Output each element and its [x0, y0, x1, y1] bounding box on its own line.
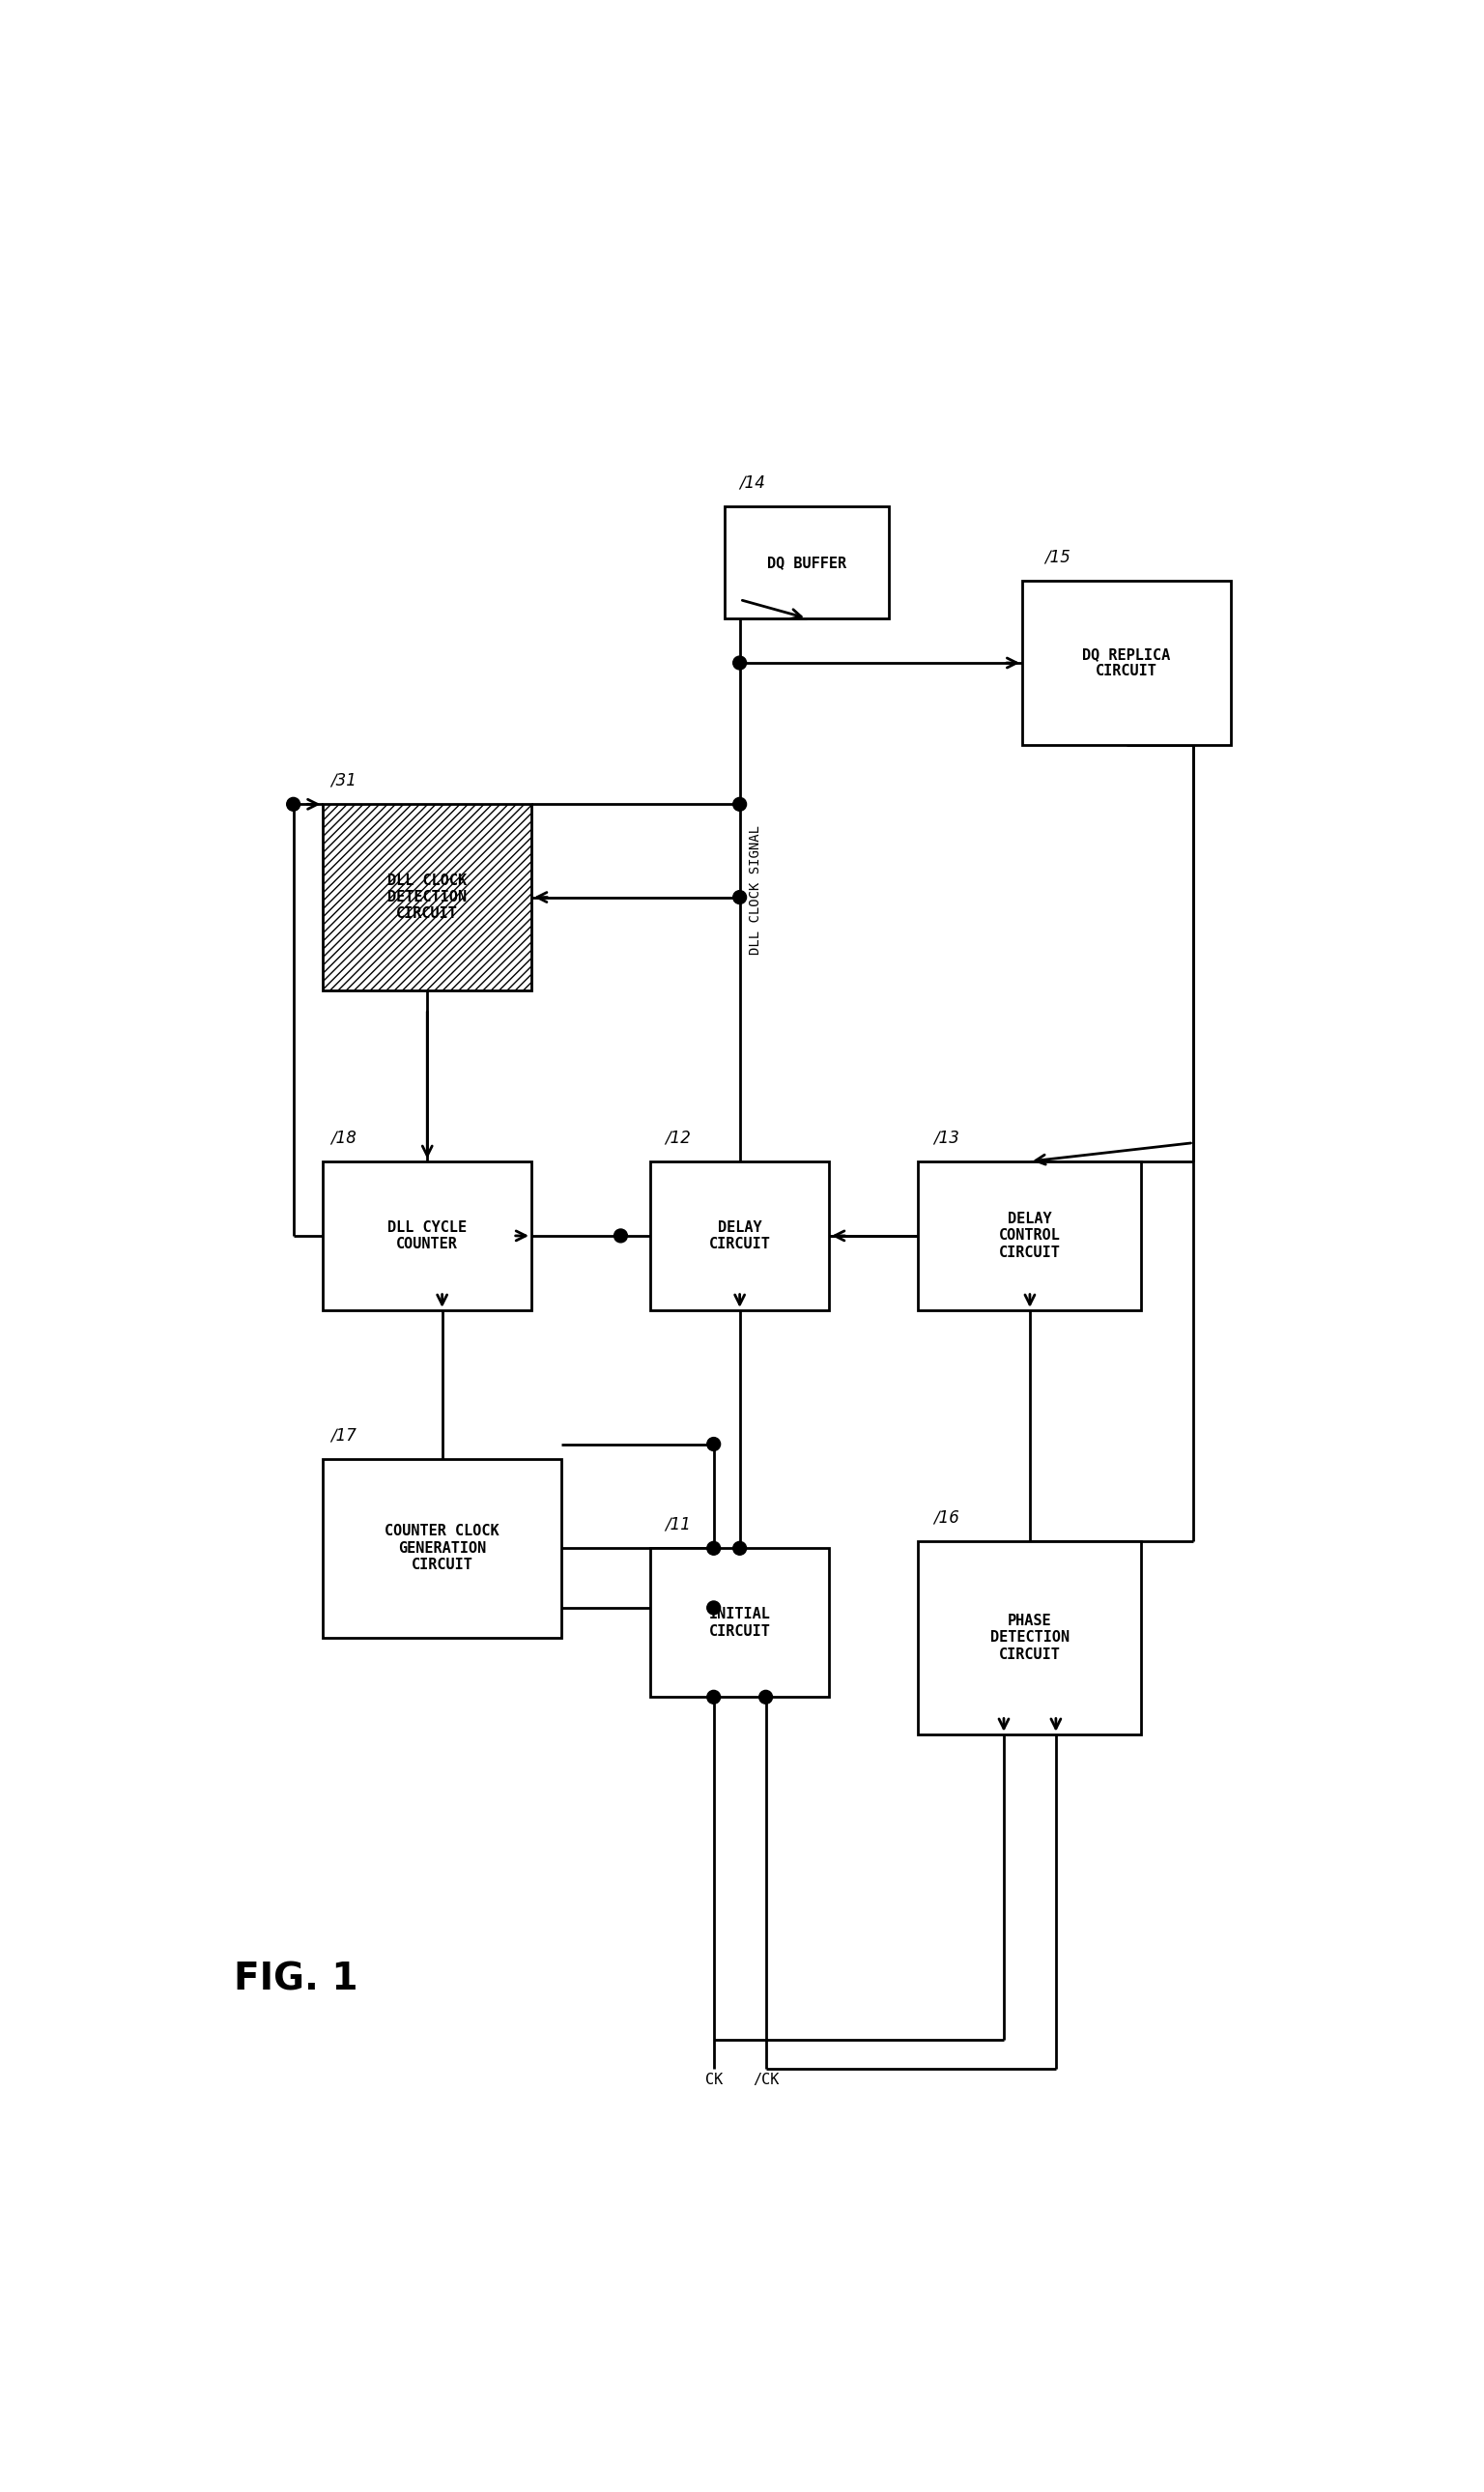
Text: DELAY
CONTROL
CIRCUIT: DELAY CONTROL CIRCUIT — [999, 1211, 1061, 1261]
Text: DLL CYCLE
COUNTER: DLL CYCLE COUNTER — [387, 1221, 467, 1251]
Circle shape — [706, 1543, 720, 1555]
Text: ∕18: ∕18 — [331, 1129, 356, 1146]
Text: ∕13: ∕13 — [933, 1129, 959, 1146]
Text: DELAY
CIRCUIT: DELAY CIRCUIT — [709, 1221, 770, 1251]
Text: ∕15: ∕15 — [1045, 548, 1070, 566]
Text: ∕12: ∕12 — [665, 1129, 692, 1146]
Circle shape — [706, 1600, 720, 1615]
Bar — [324, 805, 531, 989]
Text: ∕16: ∕16 — [933, 1508, 959, 1525]
Text: FIG. 1: FIG. 1 — [234, 1961, 358, 1999]
Circle shape — [614, 1229, 628, 1244]
Bar — [650, 1161, 830, 1311]
Bar — [724, 506, 889, 618]
Text: CK: CK — [705, 2073, 723, 2088]
Circle shape — [733, 1543, 746, 1555]
Bar — [919, 1161, 1141, 1311]
Text: ∕31: ∕31 — [331, 773, 356, 790]
Circle shape — [758, 1690, 773, 1705]
Text: INITIAL
CIRCUIT: INITIAL CIRCUIT — [709, 1607, 770, 1637]
Text: DQ REPLICA
CIRCUIT: DQ REPLICA CIRCUIT — [1082, 648, 1171, 678]
Bar — [324, 1161, 531, 1311]
Circle shape — [706, 1438, 720, 1450]
Circle shape — [733, 797, 746, 810]
Bar — [919, 1540, 1141, 1734]
Bar — [1022, 581, 1230, 745]
Circle shape — [286, 797, 300, 810]
Text: DQ BUFFER: DQ BUFFER — [767, 556, 846, 571]
Text: ∕17: ∕17 — [331, 1428, 356, 1443]
Text: PHASE
DETECTION
CIRCUIT: PHASE DETECTION CIRCUIT — [990, 1612, 1070, 1662]
Text: COUNTER CLOCK
GENERATION
CIRCUIT: COUNTER CLOCK GENERATION CIRCUIT — [384, 1525, 500, 1572]
Text: ∕11: ∕11 — [665, 1515, 692, 1533]
Circle shape — [706, 1690, 720, 1705]
Text: /CK: /CK — [752, 2073, 779, 2088]
Circle shape — [733, 890, 746, 905]
Text: DLL CLOCK SIGNAL: DLL CLOCK SIGNAL — [748, 825, 763, 954]
Text: DLL CLOCK
DETECTION
CIRCUIT: DLL CLOCK DETECTION CIRCUIT — [387, 872, 467, 922]
Bar — [650, 1548, 830, 1697]
Bar — [324, 1458, 561, 1637]
Text: ∕14: ∕14 — [739, 473, 766, 491]
Circle shape — [733, 655, 746, 670]
